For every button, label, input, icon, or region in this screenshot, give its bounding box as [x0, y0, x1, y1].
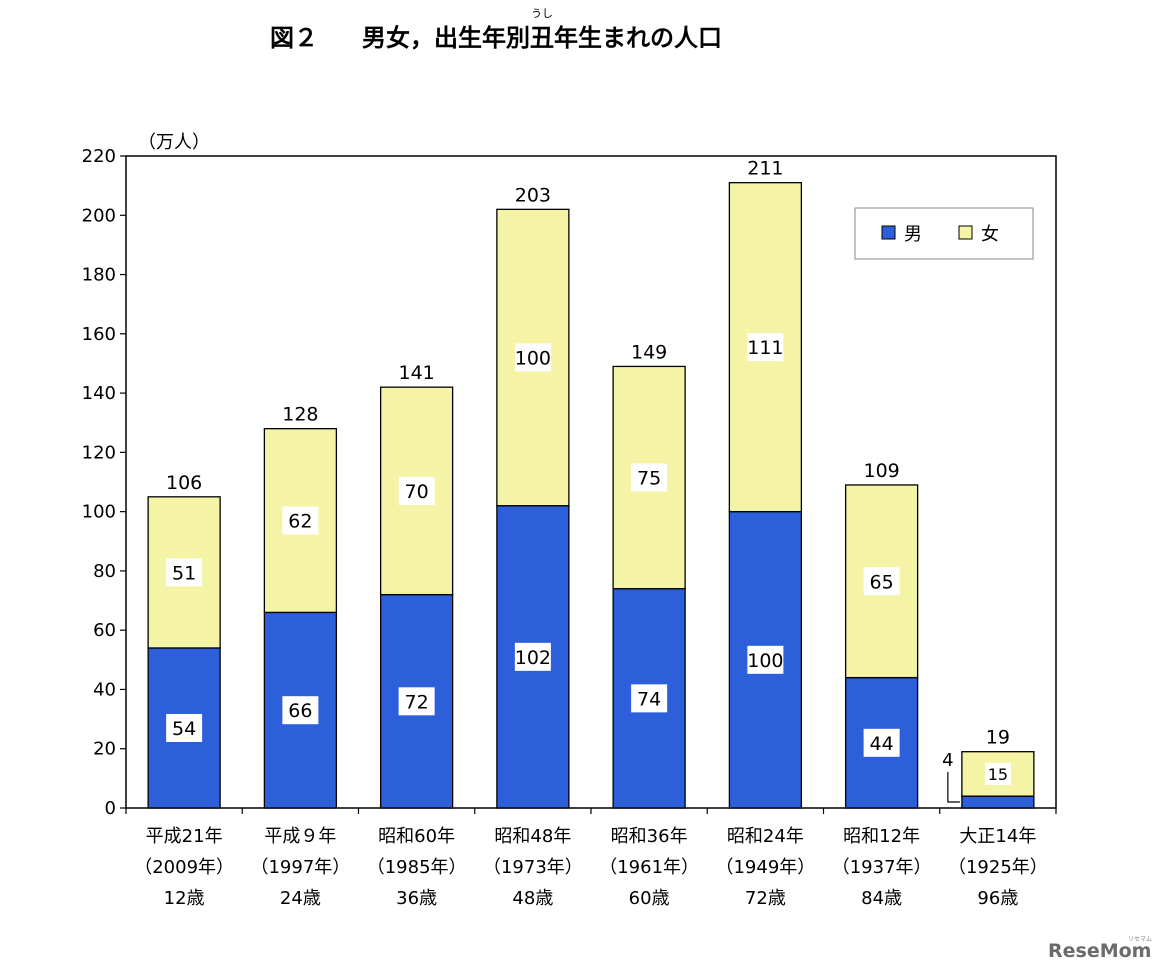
legend-swatch-female	[958, 225, 973, 240]
data-label-male: 4	[942, 750, 953, 771]
y-tick-label: 220	[82, 146, 116, 167]
y-tick-label: 160	[82, 324, 116, 345]
data-label-male: 44	[870, 733, 894, 755]
x-category-label: 平成９年	[264, 826, 336, 847]
x-category-label: （1973年）	[483, 857, 583, 878]
data-label-female: 70	[405, 481, 429, 503]
total-label: 106	[166, 472, 202, 494]
data-label-box	[166, 558, 203, 587]
total-label: 211	[747, 158, 783, 180]
y-tick-label: 120	[82, 442, 116, 463]
x-category-label: 60歳	[629, 888, 670, 909]
y-tick-label: 0	[105, 798, 116, 819]
total-label: 19	[986, 727, 1010, 749]
total-label: 149	[631, 341, 667, 363]
figure-label: 図２	[270, 24, 318, 52]
total-label: 203	[515, 184, 551, 206]
data-label-box	[282, 506, 319, 535]
x-category-label: 96歳	[977, 888, 1018, 909]
x-category-label: 48歳	[512, 888, 553, 909]
y-tick-label: 200	[82, 205, 116, 226]
data-label-box	[282, 696, 319, 725]
data-label-male: 72	[405, 691, 429, 713]
data-label-box	[514, 642, 551, 671]
legend-label-male: 男	[904, 224, 922, 245]
data-label-female: 51	[172, 562, 196, 584]
total-label: 109	[863, 460, 899, 482]
data-label-box	[984, 762, 1011, 785]
data-label-box	[398, 476, 435, 505]
data-label-female: 62	[288, 511, 312, 533]
x-category-label: 昭和24年	[727, 826, 804, 847]
data-label-female: 15	[988, 765, 1008, 784]
x-category-label: 大正14年	[959, 826, 1036, 847]
x-category-label: （1949年）	[715, 857, 815, 878]
watermark-kana: リセマム	[1128, 936, 1153, 943]
data-label-box	[747, 645, 784, 674]
data-label-male: 100	[747, 650, 783, 672]
x-category-label: 36歳	[396, 888, 437, 909]
x-category-label: （1961年）	[599, 857, 699, 878]
total-label: 141	[398, 362, 434, 384]
callout-line	[947, 772, 960, 803]
x-category-label: 平成21年	[146, 826, 223, 847]
data-label-male: 102	[515, 647, 551, 669]
data-label-box	[514, 343, 551, 372]
data-label-female: 100	[515, 348, 551, 370]
x-category-label: 昭和48年	[494, 826, 571, 847]
data-label-female: 111	[747, 337, 783, 359]
data-label-box	[631, 463, 668, 492]
data-label-box	[863, 728, 900, 757]
data-label-male: 54	[172, 718, 196, 740]
y-tick-label: 180	[82, 265, 116, 286]
x-category-label: 昭和36年	[611, 826, 688, 847]
watermark-logo: ReseMom	[1048, 940, 1152, 962]
data-label-male: 66	[288, 700, 312, 722]
title-ruby-base: 丑	[530, 24, 554, 52]
data-label-male: 74	[637, 688, 661, 710]
y-tick-label: 60	[93, 620, 116, 641]
y-axis-unit-label: （万人）	[138, 132, 210, 153]
data-label-box	[863, 567, 900, 596]
x-category-label: 72歳	[745, 888, 786, 909]
data-label-box	[631, 684, 668, 713]
title-text-after: 年生まれの人口	[554, 24, 722, 52]
x-category-label: （1985年）	[367, 857, 467, 878]
chart-title: 図２ 男女，出生年別丑 うし 年生まれの人口	[270, 7, 722, 53]
legend-label-female: 女	[981, 224, 999, 245]
x-category-label: 24歳	[280, 888, 321, 909]
y-tick-label: 80	[93, 561, 116, 582]
y-tick-label: 40	[93, 679, 116, 700]
bar-male	[961, 795, 1035, 809]
data-label-box	[166, 713, 203, 742]
data-label-box	[398, 687, 435, 716]
y-tick-label: 140	[82, 383, 116, 404]
x-category-label: （1925年）	[948, 857, 1048, 878]
x-category-label: （1997年）	[250, 857, 350, 878]
x-category-label: 84歳	[861, 888, 902, 909]
x-category-label: 昭和12年	[843, 826, 920, 847]
legend-swatch-male	[881, 225, 896, 240]
x-category-label: 昭和60年	[378, 826, 455, 847]
x-category-label: （1937年）	[832, 857, 932, 878]
data-label-box	[747, 333, 784, 362]
y-tick-label: 100	[82, 502, 116, 523]
x-category-label: （2009年）	[134, 857, 234, 878]
y-tick-label: 20	[93, 739, 116, 760]
data-label-female: 75	[637, 468, 661, 490]
data-label-female: 65	[870, 571, 894, 593]
x-category-label: 12歳	[164, 888, 205, 909]
title-text-before: 男女，出生年別	[362, 24, 530, 52]
title-ruby-reading: うし	[531, 7, 553, 20]
title-ruby: 丑うし	[530, 7, 554, 53]
total-label: 128	[282, 404, 318, 426]
